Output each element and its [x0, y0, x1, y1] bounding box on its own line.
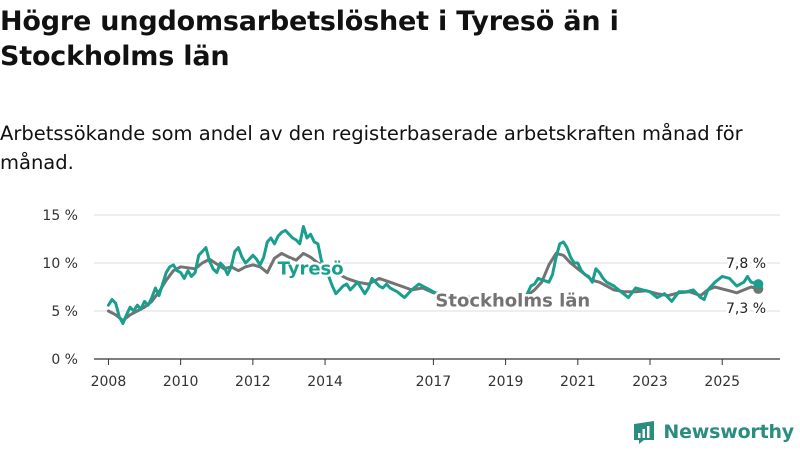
series-label-stockholms-lan: Stockholms län: [435, 290, 590, 311]
x-tick-label: 2023: [632, 374, 668, 390]
chart-title: Högre ungdomsarbetslöshet i Tyresö än i …: [0, 6, 619, 72]
series-line-tyres-: [525, 240, 760, 303]
series-label-tyreso: Tyresö: [278, 259, 344, 280]
series-lines: [106, 225, 764, 325]
x-tick-label: 2025: [704, 374, 740, 390]
end-value-tyreso: 7,8 %: [726, 256, 766, 272]
series-labels: Stockholms län Tyresö 7,8 % 7,3 %: [275, 253, 768, 319]
x-tick-label: 2014: [307, 374, 343, 390]
y-tick-label: 15 %: [42, 208, 78, 224]
x-tick-label: 2008: [91, 374, 127, 390]
series-line-tyres-: [106, 225, 450, 325]
gridlines: [94, 214, 780, 312]
x-tick-label: 2010: [163, 374, 199, 390]
x-tick-label: 2017: [416, 374, 452, 390]
x-tick-label: 2012: [235, 374, 271, 390]
end-point-tyres-: [753, 279, 764, 290]
x-tick-label: 2019: [488, 374, 524, 390]
y-tick-label: 0 %: [51, 352, 78, 368]
brand-name: Newsworthy: [663, 421, 794, 443]
y-tick-label: 10 %: [42, 256, 78, 272]
y-tick-label: 5 %: [51, 304, 78, 320]
axes: 0 % 5 % 10 % 15 % 2008 2010 2012 2014 2017 2019 20…: [42, 208, 780, 390]
end-value-stockholms-lan: 7,3 %: [726, 301, 766, 317]
newsworthy-logo: Newsworthy: [633, 420, 794, 444]
newsworthy-logo-icon: [634, 421, 655, 444]
chart-subtitle: Arbetssökande som andel av den registerb…: [0, 122, 743, 174]
x-tick-label: 2021: [560, 374, 596, 390]
